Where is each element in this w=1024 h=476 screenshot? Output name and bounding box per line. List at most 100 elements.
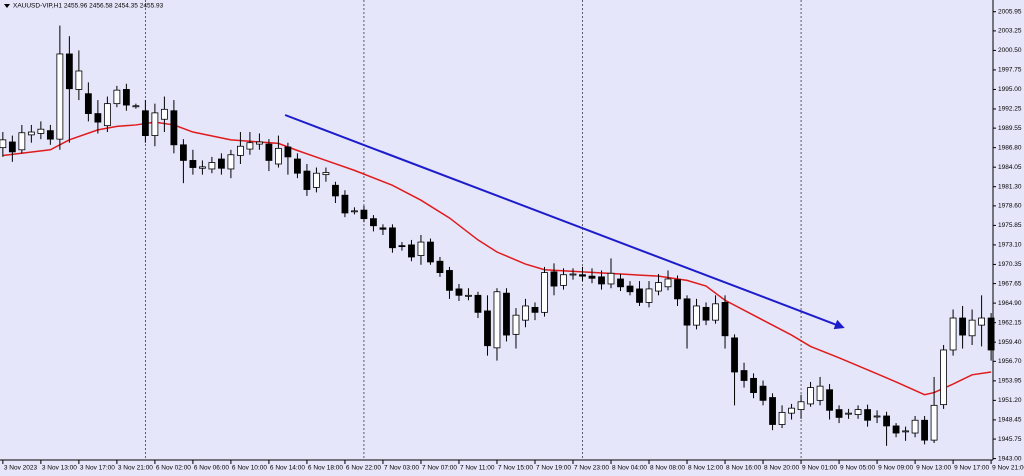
candle-body xyxy=(921,419,928,441)
candle-body xyxy=(46,130,54,140)
candle-body xyxy=(360,209,368,220)
candle-body xyxy=(208,162,216,170)
candle-body xyxy=(398,245,406,248)
candle-body xyxy=(160,108,168,120)
x-tick-label: 7 Nov 15:00 xyxy=(498,465,533,472)
candle-body xyxy=(284,146,292,158)
x-tick-label: 8 Nov 20:00 xyxy=(764,465,799,472)
x-tick-label: 3 Nov 2023 xyxy=(4,465,38,472)
moving-average xyxy=(2,121,992,396)
candle-body xyxy=(132,105,140,108)
x-tick-label: 7 Nov 23:00 xyxy=(574,465,609,472)
candle-body xyxy=(493,291,501,349)
candle-body xyxy=(417,241,425,256)
candle-body xyxy=(446,270,453,291)
x-tick-label: 8 Nov 04:00 xyxy=(612,465,647,472)
candle-body xyxy=(474,294,482,313)
candle-body xyxy=(170,110,178,146)
candle-body xyxy=(607,272,615,285)
x-tick-label: 6 Nov 22:00 xyxy=(346,465,381,472)
candle-body xyxy=(588,275,596,279)
separators xyxy=(145,0,802,460)
candle-body xyxy=(237,145,244,156)
y-tick-label: 1989.55 xyxy=(998,125,1022,132)
x-tick-label: 6 Nov 14:00 xyxy=(270,465,305,472)
symbol-icon xyxy=(4,4,10,8)
candle-body xyxy=(332,184,339,197)
candle-body xyxy=(636,288,643,303)
y-tick-label: 1962.15 xyxy=(998,319,1022,326)
candle-body xyxy=(294,158,301,174)
candle-body xyxy=(674,279,681,300)
chart-title: XAUUSD-VIP,H1 2455.96 2456.58 2454.35 24… xyxy=(13,3,164,10)
candle-body xyxy=(56,53,64,140)
candle-body xyxy=(949,317,957,351)
candle-body xyxy=(522,305,529,321)
candle-body xyxy=(455,288,463,296)
y-tick-label: 1951.20 xyxy=(998,397,1022,404)
x-tick-label: 6 Nov 06:00 xyxy=(194,465,229,472)
candle-body xyxy=(816,385,824,401)
candle-body xyxy=(940,349,947,406)
candle-body xyxy=(313,172,320,188)
candle-body xyxy=(911,419,919,434)
candle-body xyxy=(845,412,852,415)
candle-body xyxy=(740,370,748,381)
moving-average-layer xyxy=(2,121,992,396)
candle-body xyxy=(465,294,472,297)
candle-body xyxy=(322,172,330,176)
candle-body xyxy=(218,158,225,169)
y-tick-label: 1964.90 xyxy=(998,300,1022,307)
x-tick-label: 8 Nov 16:00 xyxy=(726,465,761,472)
candle-body xyxy=(275,147,282,165)
candle-body xyxy=(65,53,73,90)
x-tick-label: 8 Nov 12:00 xyxy=(688,465,723,472)
y-tick-label: 1970.35 xyxy=(998,261,1022,268)
candle-body xyxy=(179,144,187,161)
x-tick-label: 9 Nov 21:00 xyxy=(992,465,1024,472)
candle-body xyxy=(256,141,263,145)
y-tick-label: 1953.95 xyxy=(998,378,1022,385)
candle-body xyxy=(512,314,520,335)
candle-body xyxy=(959,317,966,336)
candle-body xyxy=(902,430,909,433)
candle-body xyxy=(797,401,805,410)
x-tick-label: 8 Nov 08:00 xyxy=(650,465,685,472)
x-tick-label: 9 Nov 05:00 xyxy=(840,465,875,472)
candle-body xyxy=(826,389,833,411)
candle-body xyxy=(370,218,377,227)
candle-body xyxy=(930,404,938,441)
y-tick-label: 1956.70 xyxy=(998,358,1022,365)
x-tick-label: 9 Nov 09:00 xyxy=(878,465,913,472)
candle-body xyxy=(731,337,738,373)
candle-body xyxy=(265,143,273,161)
x-tick-label: 6 Nov 02:00 xyxy=(156,465,191,472)
candle-body xyxy=(750,377,757,393)
candle-body xyxy=(569,273,577,276)
x-tick-label: 3 Nov 17:00 xyxy=(80,465,115,472)
candle-body xyxy=(702,306,710,321)
y-tick-label: 2005.95 xyxy=(998,8,1022,15)
candle-body xyxy=(617,278,624,288)
y-tick-label: 1975.85 xyxy=(998,222,1022,229)
x-tick-label: 7 Nov 03:00 xyxy=(384,465,419,472)
candle-body xyxy=(788,407,795,414)
y-tick-label: 2003.25 xyxy=(998,28,1022,35)
candle-body xyxy=(141,110,149,136)
candle-body xyxy=(189,160,197,168)
trendline-layer xyxy=(284,114,845,330)
candle-body xyxy=(341,194,349,214)
x-tick-label: 3 Nov 13:00 xyxy=(42,465,77,472)
candle-body xyxy=(503,292,510,336)
y-tick-label: 1973.10 xyxy=(998,242,1022,249)
trendline xyxy=(284,114,845,330)
candle-body xyxy=(94,113,102,123)
candle-body xyxy=(531,306,539,313)
candle-body xyxy=(379,227,387,230)
candle-body xyxy=(883,415,890,427)
y-tick-label: 1978.60 xyxy=(998,203,1022,210)
y-tick-label: 1967.65 xyxy=(998,280,1022,287)
candle-body xyxy=(626,285,634,293)
